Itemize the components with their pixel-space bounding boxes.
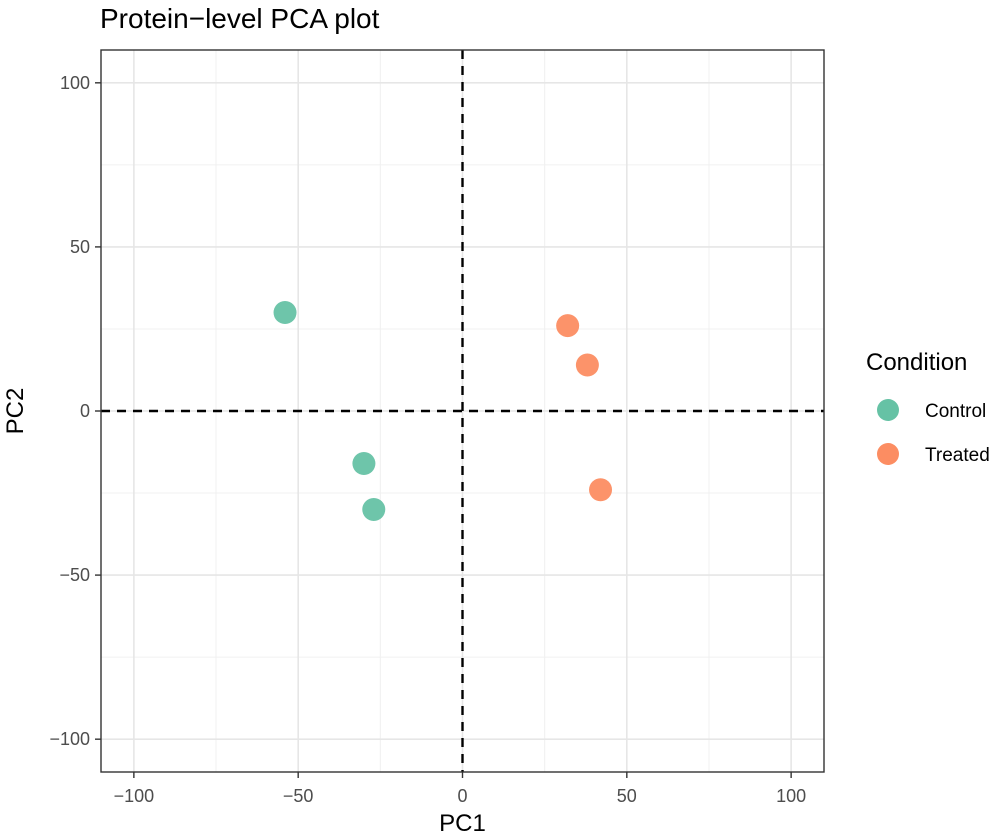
legend-key-treated [877, 443, 899, 465]
legend: Condition Control Treated [866, 349, 990, 466]
data-point-control [352, 452, 376, 476]
x-axis-title: PC1 [439, 810, 486, 837]
x-axis-ticks: −100 −50 0 50 100 [114, 772, 806, 806]
chart-title: Protein−level PCA plot [100, 3, 380, 34]
legend-label-treated: Treated [925, 445, 990, 466]
x-tick-label: −100 [114, 786, 155, 806]
legend-key-control [877, 399, 899, 421]
y-tick-label: 100 [60, 73, 90, 93]
data-point-control [362, 497, 386, 521]
data-point-treated [575, 353, 599, 377]
y-tick-label: 50 [70, 237, 90, 257]
data-point-treated [589, 478, 613, 502]
reference-lines [101, 50, 824, 772]
legend-title: Condition [866, 349, 967, 376]
x-tick-label: 50 [617, 786, 637, 806]
y-tick-label: −100 [49, 729, 90, 749]
y-tick-label: 0 [80, 401, 90, 421]
x-tick-label: 100 [776, 786, 806, 806]
x-tick-label: −50 [283, 786, 314, 806]
y-axis-ticks: −100 −50 0 50 100 [49, 73, 101, 749]
data-points [273, 301, 613, 521]
data-point-treated [556, 314, 580, 338]
data-point-control [273, 301, 297, 325]
x-tick-label: 0 [457, 786, 467, 806]
legend-label-control: Control [925, 401, 986, 422]
y-axis-title: PC2 [2, 388, 29, 435]
y-tick-label: −50 [59, 565, 90, 585]
